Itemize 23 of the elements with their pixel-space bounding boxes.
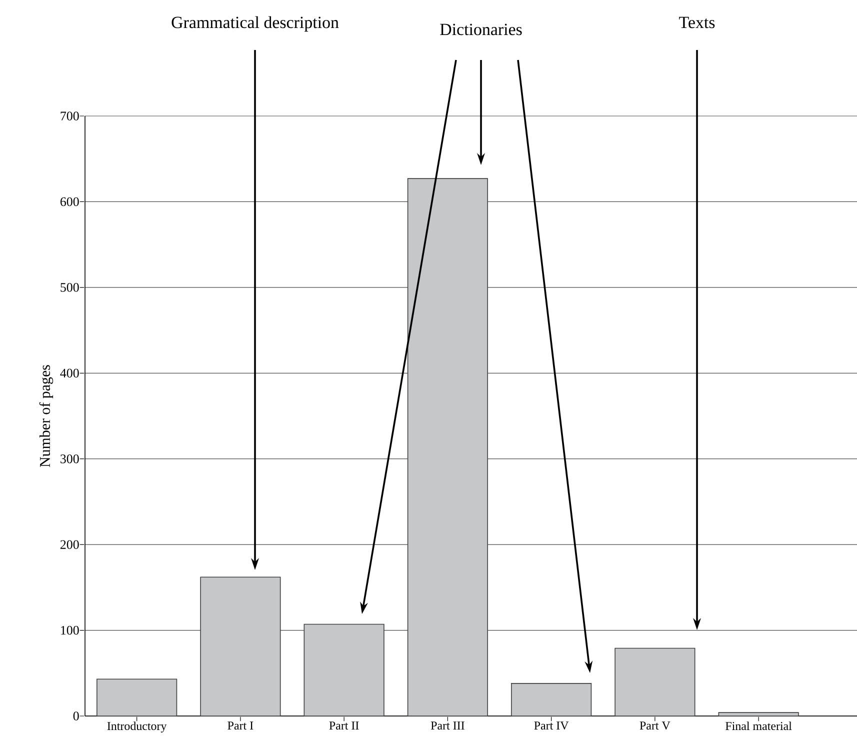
y-tick-label: 700 [60,112,79,120]
y-tick-label: 200 [60,540,79,549]
y-tick-label: 100 [61,626,79,635]
x-tick-label: Part II [329,722,359,730]
x-tick-label: Part III [430,722,464,730]
bar [511,683,592,716]
text: Grammatical description [172,16,339,32]
y-tick-label: 0 [73,712,79,720]
bar [614,648,696,716]
y-tick-label: 500 [60,283,79,292]
y-tick-label: 300 [60,454,79,464]
x-tick-label: Final material [726,722,792,730]
text: Dictionaries [440,24,522,36]
bar [718,712,799,716]
y-tick-label: 600 [60,197,79,206]
x-tick-label: Part I [228,722,254,730]
y-axis-title: Number of pages [39,365,54,468]
x-tick-label: Part V [640,722,670,730]
bar [96,678,178,716]
x-tick-label: Part IV [534,722,569,730]
y-tick-label: 400 [60,368,79,378]
x-tick-label: Introductory [107,722,167,733]
text: Texts [679,16,715,28]
